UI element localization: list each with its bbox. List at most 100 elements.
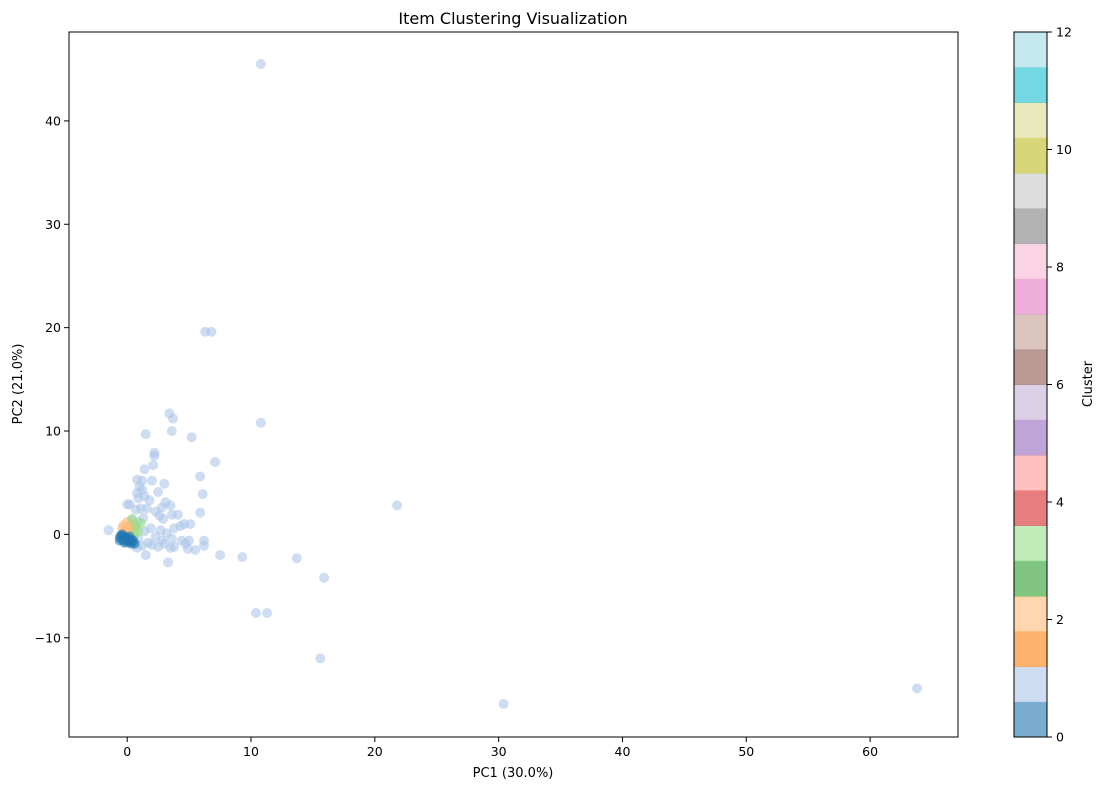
colorbar-tick-label: 0 (1056, 730, 1064, 745)
data-point (190, 544, 201, 555)
x-axis: 0 10 20 30 40 50 60 (123, 737, 878, 759)
data-point (153, 487, 164, 497)
data-point (195, 471, 206, 482)
y-tick-label: 10 (45, 424, 61, 439)
colorbar-segment (1014, 455, 1047, 491)
data-point (315, 653, 326, 664)
colorbar-segment (1014, 243, 1047, 280)
data-point (153, 541, 164, 552)
data-point (149, 450, 160, 461)
data-point (165, 542, 176, 553)
data-point (129, 538, 140, 549)
colorbar-tick-label: 8 (1056, 260, 1064, 275)
x-tick-label: 50 (738, 744, 754, 759)
y-tick-label: 30 (45, 217, 61, 232)
data-point (147, 475, 157, 486)
colorbar-tick-label: 4 (1056, 495, 1064, 510)
data-point (142, 503, 152, 514)
colorbar-segment (1014, 278, 1047, 315)
data-point (122, 499, 133, 510)
data-point (159, 478, 170, 489)
colorbar-tick-label: 2 (1056, 612, 1064, 627)
data-point (173, 509, 183, 520)
colorbar-tick-label: 6 (1056, 377, 1064, 392)
x-tick-label: 40 (615, 744, 631, 759)
colorbar-segment (1014, 525, 1047, 562)
data-point (168, 413, 178, 424)
data-point (135, 518, 146, 528)
data-point (255, 417, 266, 428)
data-point (498, 698, 509, 709)
colorbar-segment (1014, 666, 1047, 703)
colorbar-tick-label: 12 (1056, 25, 1072, 40)
colorbar-segment (1014, 173, 1047, 209)
data-point (169, 523, 180, 534)
colorbar: 0 2 4 6 8 10 12 (1013, 25, 1072, 745)
data-point (197, 489, 208, 500)
data-point (186, 432, 197, 443)
data-point (255, 59, 266, 69)
data-point (206, 326, 217, 337)
colorbar-segment (1014, 102, 1047, 139)
plot-area (68, 31, 959, 738)
data-point (165, 500, 176, 511)
y-tick-label: 20 (45, 320, 61, 335)
colorbar-segment (1014, 631, 1047, 667)
data-point (185, 519, 196, 530)
data-point (392, 500, 403, 511)
x-tick-label: 30 (491, 744, 507, 759)
data-point (163, 557, 174, 568)
data-point (144, 495, 155, 506)
x-tick-label: 20 (367, 744, 383, 759)
colorbar-segment (1014, 490, 1047, 526)
data-point (195, 507, 206, 518)
colorbar-segment (1014, 67, 1047, 103)
x-tick-label: 60 (862, 744, 878, 759)
x-tick-label: 10 (243, 744, 259, 759)
colorbar-segment (1014, 419, 1047, 456)
data-point (148, 460, 159, 471)
data-points (103, 59, 923, 709)
colorbar-segment (1014, 137, 1047, 174)
y-tick-label: 40 (45, 113, 61, 128)
data-point (237, 552, 248, 563)
colorbar-segment (1014, 314, 1047, 350)
colorbar-label: Cluster (1081, 360, 1096, 407)
y-tick-label: 0 (53, 527, 61, 542)
data-point (139, 464, 150, 475)
colorbar-segment (1014, 596, 1047, 632)
colorbar-segment (1014, 560, 1047, 597)
data-point (166, 533, 177, 544)
data-point (215, 550, 226, 561)
x-tick-label: 0 (123, 744, 131, 759)
y-tick-label: −10 (35, 630, 61, 645)
data-point (158, 513, 169, 524)
data-point (912, 683, 923, 694)
colorbar-segment (1014, 208, 1047, 244)
data-point (140, 429, 151, 440)
colorbar-segment (1014, 32, 1047, 68)
colorbar-segment (1014, 701, 1047, 738)
data-point (291, 553, 302, 564)
colorbar-segment (1014, 384, 1047, 421)
colorbar-tick-label: 10 (1056, 142, 1072, 157)
x-axis-label: PC1 (30.0%) (473, 766, 554, 781)
data-point (140, 550, 151, 561)
data-point (262, 608, 273, 618)
data-point (199, 540, 209, 551)
data-point (251, 608, 261, 618)
colorbar-segment (1014, 349, 1047, 385)
data-point (114, 535, 125, 546)
data-point (182, 543, 193, 554)
y-axis-label: PC2 (21.0%) (11, 344, 26, 425)
data-point (210, 457, 221, 467)
data-point (319, 572, 330, 583)
chart-title: Item Clustering Visualization (398, 9, 627, 28)
data-point (166, 426, 177, 436)
data-point (103, 525, 114, 536)
data-point (124, 531, 135, 542)
y-axis: −10 0 10 20 30 40 (35, 113, 69, 645)
data-point (133, 493, 144, 504)
